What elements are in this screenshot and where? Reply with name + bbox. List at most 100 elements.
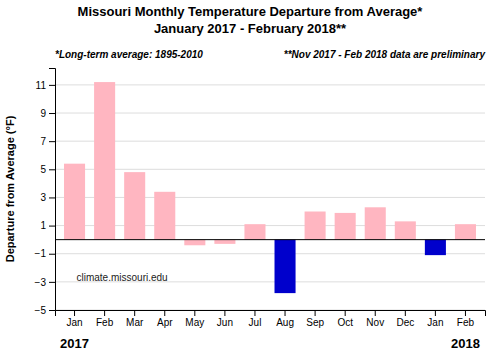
y-tick: −5 (35, 305, 55, 316)
y-axis: −5 −3 −1 1 3 5 7 9 11 (35, 69, 56, 316)
x-tick-label: Mar (126, 317, 144, 328)
y-tick-label: 5 (40, 164, 46, 175)
grid-line (55, 197, 485, 198)
x-tick: May (185, 310, 204, 328)
x-tick: Oct (337, 310, 353, 328)
x-tick: Dec (396, 310, 414, 328)
x-tick-label: Dec (396, 317, 414, 328)
y-tick-mark (49, 282, 55, 283)
y-tick: −1 (35, 248, 55, 259)
x-tick: Nov (366, 310, 384, 328)
x-tick-label: Feb (96, 317, 114, 328)
x-tick-mark (405, 310, 406, 316)
x-tick-label: Jan (427, 317, 443, 328)
title: Missouri Monthly Temperature Departure f… (78, 4, 424, 19)
bar (455, 224, 476, 239)
y-tick: 11 (36, 80, 55, 91)
year-label: 2017 (60, 336, 89, 351)
x-tick-mark (254, 310, 255, 316)
grid-line (55, 169, 485, 170)
x-tick-label: Aug (276, 317, 294, 328)
y-tick-mark (49, 226, 55, 227)
y-tick-label: 9 (40, 108, 46, 119)
x-tick-mark (134, 310, 135, 316)
x-tick: Jan (427, 310, 443, 328)
bar (395, 221, 416, 239)
x-tick: Jun (217, 310, 233, 328)
note-left: *Long-term average: 1895-2010 (55, 49, 203, 60)
x-tick: Jul (249, 310, 262, 328)
y-tick: 9 (40, 108, 55, 119)
x-tick-label: Feb (457, 317, 475, 328)
y-tick-mark (49, 254, 55, 255)
x-tick-mark (104, 310, 105, 316)
grid-line (55, 84, 485, 85)
x-tick-label: Oct (337, 317, 353, 328)
y-tick-label: −5 (35, 305, 47, 316)
bar (154, 192, 175, 240)
y-tick: 1 (40, 220, 55, 231)
x-tick-mark (315, 310, 316, 316)
x-tick: Aug (276, 310, 294, 328)
bar (184, 240, 205, 246)
y-tick-mark (49, 169, 55, 170)
y-axis-label: Departure from Average (°F) (4, 115, 16, 262)
grid-line (55, 141, 485, 142)
x-axis-line (56, 311, 486, 317)
y-tick: 7 (40, 136, 55, 147)
bar (244, 224, 265, 239)
y-tick-mark (49, 85, 55, 86)
x-tick-label: Jan (66, 317, 82, 328)
bar (64, 164, 85, 240)
plot: −5 −3 −1 1 3 5 7 9 11 Jan Feb Mar Apr May Jun Jul Aug Sep… (35, 69, 486, 329)
x-tick-label: Nov (366, 317, 384, 328)
x-tick-label: Sep (306, 317, 324, 328)
x-tick-mark (74, 310, 75, 316)
note-right: **Nov 2017 - Feb 2018 data are prelimina… (284, 49, 486, 60)
x-tick: Apr (157, 310, 173, 328)
x-tick: Feb (457, 310, 475, 328)
grid-line (55, 113, 485, 114)
y-tick-mark (49, 310, 55, 311)
y-tick-label: 1 (40, 220, 46, 231)
y-tick-label: 7 (40, 136, 46, 147)
y-tick-mark (49, 141, 55, 142)
bar (305, 212, 326, 240)
bars (55, 82, 485, 293)
x-tick-label: May (185, 317, 204, 328)
y-tick-mark (49, 197, 55, 198)
y-tick-label: −3 (35, 277, 47, 288)
grid (55, 85, 485, 310)
x-tick-label: Apr (157, 317, 173, 328)
x-tick: Mar (126, 310, 144, 328)
year-label: 2018 (451, 336, 480, 351)
x-tick: Feb (96, 310, 114, 328)
x-tick-mark (164, 310, 165, 316)
y-tick-label: 11 (36, 80, 47, 91)
bar (214, 240, 235, 244)
x-tick-mark (375, 310, 376, 316)
y-axis-line (49, 69, 56, 311)
x-tick-mark (194, 310, 195, 316)
zero-line (55, 239, 485, 240)
y-tick: 3 (40, 192, 55, 203)
x-tick-mark (435, 310, 436, 316)
x-axis: Jan Feb Mar Apr May Jun Jul Aug Sep Oct Nov Dec Jan F… (56, 310, 486, 328)
x-tick: Jan (66, 310, 82, 328)
y-tick-label: 3 (40, 192, 46, 203)
grid-line (55, 253, 485, 254)
subtitle: January 2017 - February 2018** (154, 21, 347, 36)
bar (425, 240, 446, 255)
watermark: climate.missouri.edu (77, 272, 168, 283)
x-tick-mark (465, 310, 466, 316)
grid-line (55, 225, 485, 226)
y-tick: 5 (40, 164, 55, 175)
y-tick-mark (49, 113, 55, 114)
chart: Missouri Monthly Temperature Departure f… (0, 0, 500, 358)
bar (335, 213, 356, 240)
x-tick-mark (285, 310, 286, 316)
bar (94, 82, 115, 240)
bar (365, 207, 386, 239)
y-tick: −3 (35, 277, 55, 288)
x-tick: Sep (306, 310, 324, 328)
